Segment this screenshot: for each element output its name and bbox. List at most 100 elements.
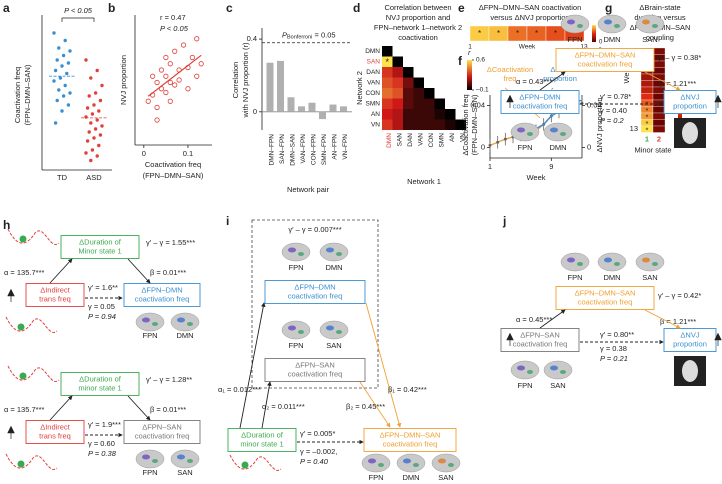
star: *: [573, 29, 576, 38]
dot: [53, 121, 58, 125]
brain-icon: [135, 312, 165, 332]
heat-cell: [403, 88, 414, 99]
state-ball: [19, 235, 27, 243]
y-tick-label: 0: [253, 107, 257, 116]
bar: [329, 104, 337, 112]
brain-label: SAN: [438, 473, 453, 482]
stat: γ = 0.38: [600, 344, 627, 353]
brain-region: [527, 370, 533, 374]
brain-region: [288, 325, 296, 331]
diagonal-cell: [455, 119, 466, 130]
box-text: ΔNVJ: [680, 330, 699, 339]
label: ΔCoactivation freq: [461, 94, 470, 155]
column-label: 1: [645, 134, 649, 143]
scatter-point: [158, 67, 165, 73]
brain-icon: [170, 449, 200, 469]
dot: [66, 103, 71, 107]
label: Coactivation freq: [145, 160, 201, 169]
point: [488, 143, 492, 147]
label: NVJ proportion: [119, 55, 128, 105]
star: *: [646, 115, 649, 122]
dot: [89, 158, 93, 163]
brain-region: [438, 458, 446, 464]
scatter-point: [176, 77, 182, 83]
stat: γ′ = 0.80**: [600, 330, 634, 339]
dot: [95, 68, 99, 73]
dot: [93, 91, 98, 95]
star: *: [646, 102, 649, 109]
box-text: ΔFPN–DMN–SAN: [380, 430, 441, 439]
scatter-point: [154, 117, 160, 123]
annotation: P < 0.05: [64, 6, 93, 15]
box: [500, 90, 580, 114]
x-tick-label: 13: [580, 44, 588, 51]
brain-label: DMN: [402, 473, 419, 482]
label: Network pair: [287, 185, 330, 194]
brain-region: [560, 370, 566, 374]
colorbar-tick-label: 0: [599, 40, 603, 46]
stat: γ′ – γ = 1.28**: [146, 375, 192, 384]
arrow: [539, 309, 566, 329]
brain-region: [550, 365, 558, 371]
col-label: AN: [449, 133, 456, 142]
brain-region: [642, 257, 650, 263]
brain-region: [560, 132, 566, 136]
brain-region: [577, 262, 583, 266]
dot: [100, 83, 104, 88]
dashed-frame: [251, 219, 379, 389]
title: ΔFPN–DMN–SAN coactivation: [479, 3, 582, 12]
heat-cell: [382, 98, 393, 109]
box-text: proportion: [673, 339, 707, 348]
column-label: 2: [657, 134, 661, 143]
heat-cell: [424, 109, 435, 120]
heat-cell: [652, 106, 666, 114]
x-tick-label: VN–FPN: [342, 134, 349, 160]
dot: [65, 71, 69, 76]
heat-cell: [413, 109, 424, 120]
brain-region: [177, 317, 185, 323]
bar: [287, 97, 295, 112]
arrow: [239, 302, 266, 429]
brain-region: [517, 127, 525, 133]
y2-tick-label: 0.04: [587, 100, 602, 109]
heat-cell: [413, 88, 424, 99]
stat: β = 0.01***: [150, 268, 186, 277]
brain-icon: [396, 453, 426, 473]
heat-cell: [413, 119, 424, 130]
dot: [63, 38, 67, 43]
panel-letter: d: [353, 1, 360, 15]
brain-label: DMN: [603, 35, 620, 44]
stat: γ′ = 0.78*: [600, 92, 631, 101]
stat: β = 1.21***: [660, 317, 696, 326]
y-tick-label: 0.04: [470, 100, 485, 109]
box-text: ΔFPN–DMN–SAN: [575, 288, 636, 297]
star: *: [554, 29, 557, 38]
threshold-label-part: = 0.05: [312, 31, 335, 40]
brain-region: [378, 463, 384, 467]
x-tick-label: TD: [57, 173, 68, 182]
dot: [93, 127, 98, 131]
stat: P = 0.40: [300, 457, 329, 466]
y2-tick-label: 0: [587, 142, 591, 151]
stat: γ′ = 1.9***: [88, 420, 121, 429]
heat-cell: [413, 98, 424, 109]
brain-label: SAN: [550, 381, 565, 390]
dot: [84, 151, 88, 155]
brain-region: [298, 330, 304, 334]
dot: [61, 53, 66, 58]
stat: γ = 0.40: [600, 106, 627, 115]
title: FPN–network 1–network 2: [374, 23, 462, 32]
dot: [98, 98, 103, 103]
star: *: [516, 29, 519, 38]
brain-label: DMN: [325, 263, 342, 272]
diagonal-cell: [392, 56, 403, 67]
arrow: [127, 395, 151, 421]
diagonal-cell: [413, 77, 424, 88]
stat: γ′ – γ = 1.55***: [146, 238, 195, 247]
energy-landscape: [229, 454, 282, 471]
energy-landscape: [7, 228, 60, 245]
arrow: [644, 71, 681, 91]
diagonal-cell: [382, 46, 393, 57]
label: Minor state: [634, 145, 671, 154]
box-text: ΔFPN–SAN: [142, 422, 182, 431]
